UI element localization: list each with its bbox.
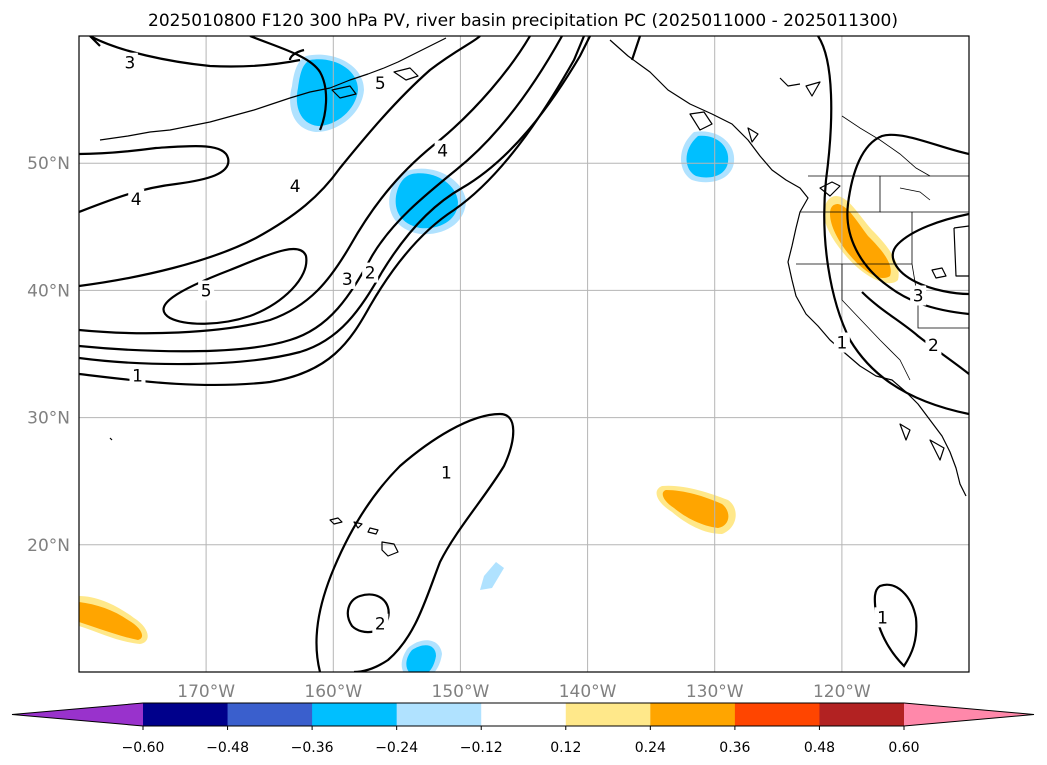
chart-title: 2025010800 F120 300 hPa PV, river basin … bbox=[148, 11, 898, 31]
precip-positive-shading bbox=[79, 196, 899, 644]
colorbar-tick-label: −0.24 bbox=[375, 740, 418, 756]
lon-tick-label: 170°W bbox=[177, 682, 235, 702]
lon-tick-label: 130°W bbox=[686, 682, 744, 702]
lon-tick-label: 140°W bbox=[559, 682, 617, 702]
contour-label: 4 bbox=[437, 141, 448, 161]
contour-label: 4 bbox=[290, 177, 301, 197]
contour-label: 3 bbox=[342, 270, 353, 290]
lon-tick-label: 160°W bbox=[304, 682, 362, 702]
colorbar-extend-min bbox=[12, 703, 143, 726]
colorbar-segment bbox=[565, 703, 651, 726]
contour-label-bg bbox=[128, 188, 145, 209]
colorbar-segment bbox=[312, 703, 398, 726]
contour-label: 5 bbox=[201, 281, 212, 301]
colorbar-tick-label: −0.36 bbox=[291, 740, 334, 756]
longitude-tick-labels: 170°W 160°W 150°W 140°W 130°W 120°W bbox=[177, 682, 871, 702]
contour-label: 3 bbox=[124, 54, 135, 74]
colorbar-segment bbox=[819, 703, 905, 726]
colorbar-tick-label: 0.48 bbox=[804, 740, 835, 756]
colorbar-segment bbox=[481, 703, 567, 726]
contour-label-bg bbox=[372, 613, 389, 634]
colorbar-segment bbox=[143, 703, 229, 726]
lon-tick-label: 120°W bbox=[813, 682, 871, 702]
colorbar-segment bbox=[396, 703, 482, 726]
contour-label: 1 bbox=[132, 367, 143, 387]
colorbar-tick-label: −0.48 bbox=[206, 740, 249, 756]
contour-label: 2 bbox=[365, 264, 376, 284]
lon-tick-label: 150°W bbox=[432, 682, 490, 702]
contour-label: 2 bbox=[928, 336, 939, 356]
colorbar-segment bbox=[734, 703, 820, 726]
lat-tick-label: 20°N bbox=[27, 536, 70, 556]
contour-label-bg bbox=[287, 176, 304, 197]
contour-label-bg bbox=[121, 52, 138, 73]
colorbar-tick-label: −0.60 bbox=[122, 740, 165, 756]
map-frame bbox=[78, 35, 970, 673]
lat-tick-label: 30°N bbox=[27, 409, 70, 429]
contour-label: 2 bbox=[375, 615, 386, 635]
colorbar-tick-label: 0.36 bbox=[719, 740, 750, 756]
contour-label-bg bbox=[339, 268, 356, 289]
contour-label-bg bbox=[198, 280, 215, 301]
contour-label-bg bbox=[910, 285, 927, 306]
contour-label: 1 bbox=[441, 463, 452, 483]
contour-label: 5 bbox=[375, 74, 386, 94]
colorbar-extend-max bbox=[904, 703, 1034, 726]
contour-label-bg bbox=[833, 332, 850, 353]
contour-label-bg bbox=[434, 140, 451, 161]
contour-label: 1 bbox=[836, 334, 847, 354]
contour-label: 3 bbox=[913, 286, 924, 306]
coastlines bbox=[99, 37, 969, 557]
lat-tick-label: 50°N bbox=[27, 154, 70, 174]
contour-label-bg bbox=[129, 365, 146, 386]
contour-label-bg bbox=[372, 73, 389, 94]
colorbar-tick-label: −0.12 bbox=[460, 740, 503, 756]
lat-tick-label: 40°N bbox=[27, 281, 70, 301]
colorbar-tick-label: 0.12 bbox=[550, 740, 581, 756]
colorbar-segment bbox=[227, 703, 313, 726]
colorbar-tick-label: 0.24 bbox=[635, 740, 666, 756]
contour-label-bg bbox=[925, 335, 942, 356]
colorbar-segment bbox=[650, 703, 736, 726]
colorbar-tick-labels: −0.60 −0.48 −0.36 −0.24 −0.12 0.12 0.24 0.36 0.4… bbox=[122, 726, 920, 756]
precip-negative-shading bbox=[290, 54, 735, 672]
pv-contours bbox=[79, 36, 969, 672]
contour-label-bg bbox=[438, 462, 455, 483]
colorbar bbox=[11, 702, 1035, 727]
colorbar-tick-label: 0.60 bbox=[888, 740, 919, 756]
contour-label-bg bbox=[362, 262, 379, 283]
contour-label: 4 bbox=[131, 190, 142, 210]
contour-label-bg bbox=[874, 607, 891, 628]
contour-label: 1 bbox=[877, 608, 888, 628]
latitude-tick-labels: 20°N 30°N 40°N 50°N bbox=[27, 154, 70, 556]
